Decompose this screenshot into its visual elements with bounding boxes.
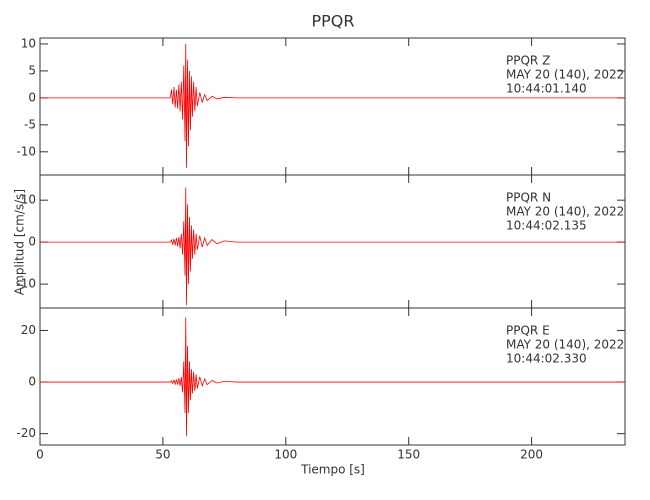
- x-tick-label: 200: [520, 448, 543, 462]
- x-axis-label: Tiempo [s]: [300, 463, 365, 477]
- waveform: [40, 187, 625, 306]
- y-tick-label: -10: [16, 144, 36, 158]
- panel-frame: [39, 307, 626, 446]
- annotation: 10:44:02.330: [506, 352, 587, 366]
- x-tick-label: 0: [36, 448, 44, 462]
- waveform: [40, 43, 625, 168]
- annotation: MAY 20 (140), 2022: [506, 338, 624, 352]
- annotation: PPQR N: [506, 191, 551, 205]
- annotation: PPQR Z: [506, 54, 550, 68]
- chart-title: PPQR: [311, 12, 354, 31]
- annotation: MAY 20 (140), 2022: [506, 205, 624, 219]
- y-tick-label: 10: [21, 36, 36, 50]
- annotation: 10:44:02.135: [506, 219, 587, 233]
- y-axis-label: Amplitud [cm/s/s]: [13, 189, 27, 295]
- x-tick-label: 150: [397, 448, 420, 462]
- waveform: [40, 317, 625, 437]
- y-tick-label: 0: [28, 375, 36, 389]
- y-tick-label: 5: [28, 63, 36, 77]
- annotation: MAY 20 (140), 2022: [506, 68, 624, 82]
- x-tick-label: 50: [155, 448, 170, 462]
- y-tick-label: -5: [24, 117, 36, 131]
- annotation: 10:44:01.140: [506, 82, 587, 96]
- y-tick-label: -20: [16, 426, 36, 440]
- y-tick-label: 0: [28, 235, 36, 249]
- annotation: PPQR E: [506, 324, 550, 338]
- y-tick-label: 20: [21, 323, 36, 337]
- y-tick-label: -10: [16, 277, 36, 291]
- y-tick-label: 10: [21, 193, 36, 207]
- x-tick-label: 100: [274, 448, 297, 462]
- y-tick-label: 0: [28, 90, 36, 104]
